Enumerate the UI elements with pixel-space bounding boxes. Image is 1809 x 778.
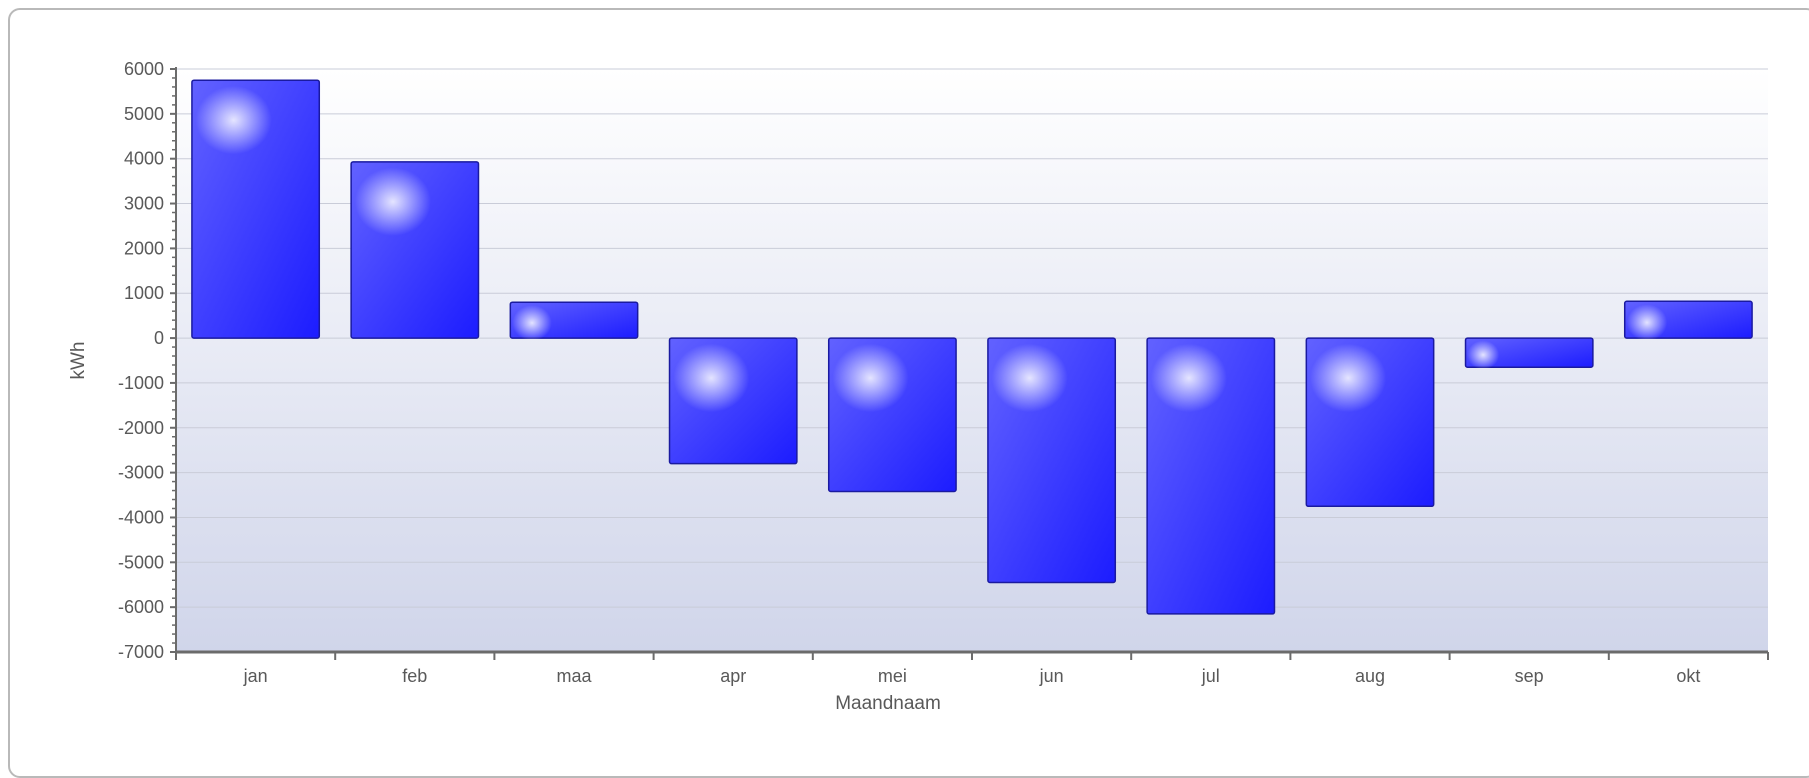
x-axis-title: Maandnaam [835,693,941,714]
bar-okt [1623,300,1753,341]
x-tick-label: aug [1355,666,1385,686]
bar-highlight [673,343,750,413]
y-tick-label: -3000 [118,463,164,483]
bar-highlight [1150,343,1227,413]
y-tick-label: -6000 [118,597,164,617]
y-tick-label: -1000 [118,373,164,393]
bar-mei [827,337,957,493]
x-tick-label: apr [720,666,746,686]
bar-highlight [991,343,1068,413]
y-tick-label: 4000 [124,149,164,169]
x-tick-label: okt [1676,666,1700,686]
bar-apr [668,337,798,465]
bar-highlight [512,305,552,341]
x-tick-label: sep [1515,666,1544,686]
y-tick-label: -5000 [118,552,164,572]
bar-maa [509,301,639,341]
x-tick-label: mei [878,666,907,686]
x-tick-label: jul [1201,666,1220,686]
y-tick-label: 0 [154,328,164,348]
y-axis-title: kWh [68,342,89,380]
bar-jun [987,337,1117,584]
y-tick-label: -2000 [118,418,164,438]
bars [191,79,1753,615]
bar-highlight [1626,304,1668,341]
bar-jul [1146,337,1276,615]
bar-highlight [195,85,272,155]
y-tick-label: 2000 [124,238,164,258]
y-tick-label: -4000 [118,507,164,527]
bar-highlight [832,343,909,413]
axes [170,67,1769,660]
bar-jan [191,79,321,339]
x-tick-label: maa [556,666,592,686]
y-tick-label: 3000 [124,194,164,214]
y-tick-label: 5000 [124,104,164,124]
bar-aug [1305,337,1435,508]
y-tick-label: 6000 [124,59,164,79]
x-tick-label: feb [402,666,427,686]
y-tick-label: -7000 [118,642,164,662]
y-tick-labels: 6000 5000 4000 3000 2000 1000 0 -1000 -2000 -3000… [118,59,164,662]
bar-feb [350,161,480,339]
bar-highlight [1467,340,1500,370]
bar-sep [1464,337,1594,370]
x-tick-label: jun [1039,666,1064,686]
y-tick-label: 1000 [124,283,164,303]
bar-highlight [1310,343,1387,413]
bar-highlight [354,167,431,236]
x-tick-label: jan [243,666,268,686]
x-tick-labels: jan feb maa apr mei jun jul aug sep okt [243,666,1701,686]
